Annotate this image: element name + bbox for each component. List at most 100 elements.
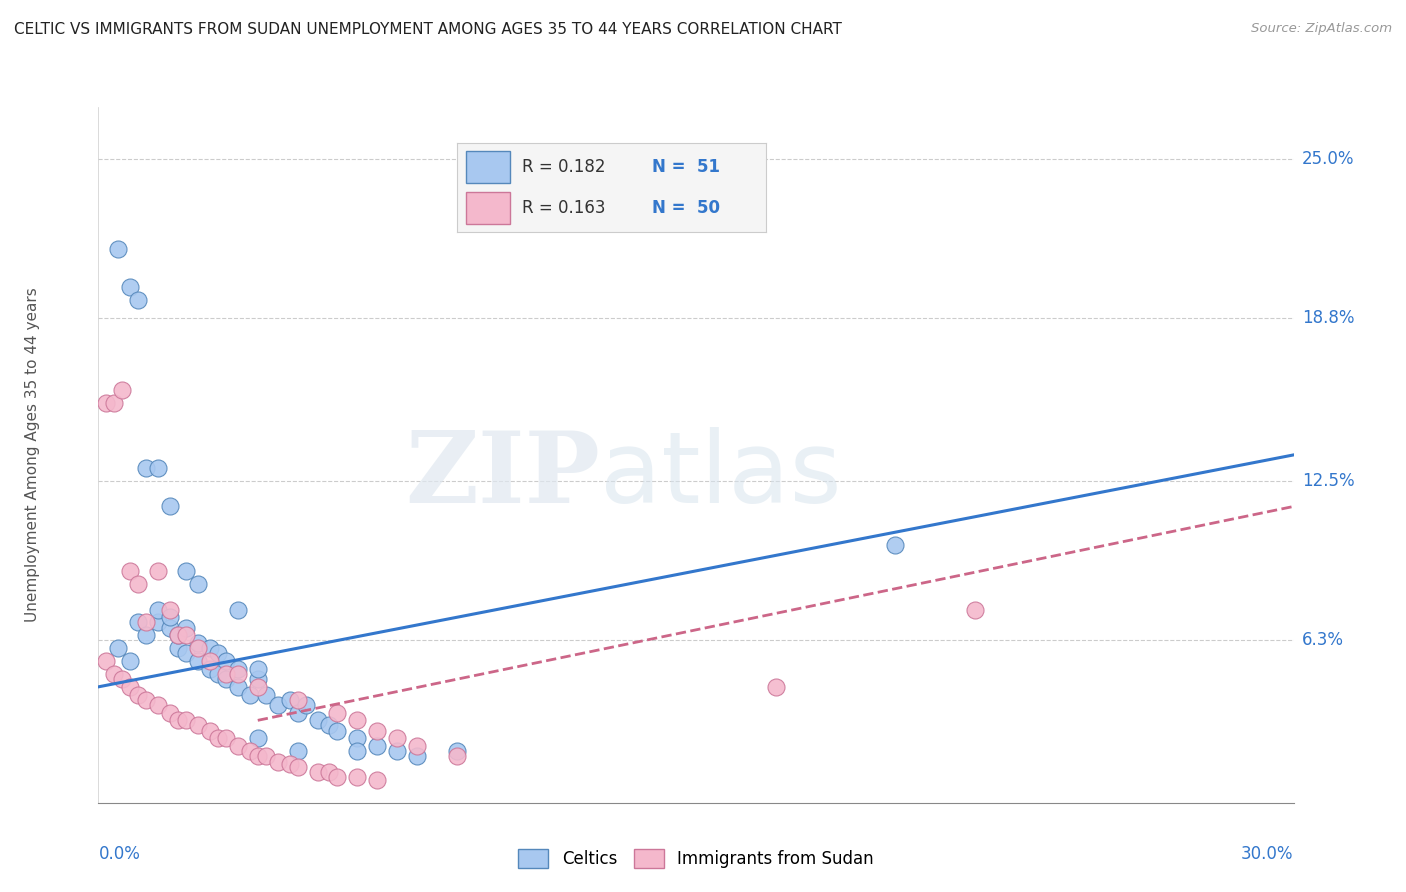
Point bbox=[366, 723, 388, 738]
Point bbox=[346, 731, 368, 746]
Point bbox=[406, 749, 429, 764]
Point bbox=[246, 749, 269, 764]
Point bbox=[254, 749, 277, 764]
Point bbox=[187, 641, 209, 656]
Point bbox=[187, 654, 209, 668]
Point bbox=[765, 680, 787, 694]
Legend: Celtics, Immigrants from Sudan: Celtics, Immigrants from Sudan bbox=[512, 842, 880, 874]
Point bbox=[226, 662, 249, 676]
Point bbox=[246, 662, 269, 676]
Text: ZIP: ZIP bbox=[405, 427, 600, 524]
Point bbox=[326, 706, 349, 720]
Point bbox=[167, 641, 190, 656]
Point bbox=[107, 641, 129, 656]
Point bbox=[385, 744, 409, 758]
Point bbox=[148, 698, 170, 712]
Point bbox=[366, 772, 388, 787]
Point bbox=[167, 714, 190, 728]
Point bbox=[963, 602, 986, 616]
Point bbox=[107, 242, 129, 256]
Point bbox=[198, 723, 221, 738]
Point bbox=[446, 749, 468, 764]
Point bbox=[226, 602, 249, 616]
Point bbox=[135, 692, 157, 706]
Text: 30.0%: 30.0% bbox=[1241, 845, 1294, 863]
Point bbox=[159, 610, 181, 624]
Bar bbox=[467, 151, 509, 183]
Point bbox=[148, 460, 170, 475]
Text: N =  51: N = 51 bbox=[652, 158, 720, 176]
Point bbox=[278, 692, 301, 706]
Point bbox=[103, 667, 125, 681]
Point bbox=[174, 621, 197, 635]
Text: N =  50: N = 50 bbox=[652, 199, 720, 217]
Point bbox=[287, 692, 309, 706]
Bar bbox=[467, 192, 509, 224]
Point bbox=[198, 654, 221, 668]
Text: Unemployment Among Ages 35 to 44 years: Unemployment Among Ages 35 to 44 years bbox=[25, 287, 41, 623]
Point bbox=[167, 628, 190, 642]
Point bbox=[346, 714, 368, 728]
Point bbox=[226, 667, 249, 681]
Text: atlas: atlas bbox=[600, 427, 842, 524]
Point bbox=[406, 739, 429, 753]
Point bbox=[366, 739, 388, 753]
Point bbox=[120, 654, 142, 668]
Point bbox=[226, 739, 249, 753]
Point bbox=[246, 672, 269, 686]
Point bbox=[307, 714, 329, 728]
Point bbox=[294, 698, 316, 712]
Point bbox=[346, 770, 368, 784]
Point bbox=[167, 628, 190, 642]
Point bbox=[446, 744, 468, 758]
Text: CELTIC VS IMMIGRANTS FROM SUDAN UNEMPLOYMENT AMONG AGES 35 TO 44 YEARS CORRELATI: CELTIC VS IMMIGRANTS FROM SUDAN UNEMPLOY… bbox=[14, 22, 842, 37]
Point bbox=[318, 764, 340, 779]
Point bbox=[239, 744, 262, 758]
Point bbox=[318, 718, 340, 732]
Point bbox=[346, 744, 368, 758]
Point bbox=[96, 654, 118, 668]
Point bbox=[326, 770, 349, 784]
Point bbox=[278, 757, 301, 772]
Point bbox=[287, 760, 309, 774]
Point bbox=[254, 688, 277, 702]
Point bbox=[174, 628, 197, 642]
Point bbox=[159, 602, 181, 616]
Point bbox=[159, 706, 181, 720]
Point bbox=[198, 641, 221, 656]
Point bbox=[96, 396, 118, 410]
Point bbox=[148, 564, 170, 578]
Point bbox=[239, 688, 262, 702]
Point bbox=[884, 538, 907, 552]
Point bbox=[207, 731, 229, 746]
Point bbox=[385, 731, 409, 746]
Point bbox=[267, 698, 290, 712]
Point bbox=[174, 564, 197, 578]
Point bbox=[103, 396, 125, 410]
Point bbox=[159, 621, 181, 635]
Point bbox=[215, 654, 238, 668]
Point bbox=[187, 636, 209, 650]
Point bbox=[159, 500, 181, 514]
Point bbox=[215, 672, 238, 686]
Point bbox=[148, 615, 170, 630]
Point bbox=[307, 764, 329, 779]
Text: Source: ZipAtlas.com: Source: ZipAtlas.com bbox=[1251, 22, 1392, 36]
Point bbox=[148, 602, 170, 616]
Point bbox=[174, 646, 197, 660]
Point bbox=[120, 280, 142, 294]
Point bbox=[326, 723, 349, 738]
Point bbox=[287, 744, 309, 758]
Point bbox=[207, 667, 229, 681]
Point bbox=[267, 755, 290, 769]
Point bbox=[207, 646, 229, 660]
Point bbox=[287, 706, 309, 720]
Point bbox=[226, 680, 249, 694]
Point bbox=[127, 576, 149, 591]
Text: 6.3%: 6.3% bbox=[1302, 632, 1344, 649]
Point bbox=[135, 460, 157, 475]
Text: 18.8%: 18.8% bbox=[1302, 310, 1354, 327]
Point bbox=[187, 576, 209, 591]
Point bbox=[120, 564, 142, 578]
Point bbox=[187, 718, 209, 732]
